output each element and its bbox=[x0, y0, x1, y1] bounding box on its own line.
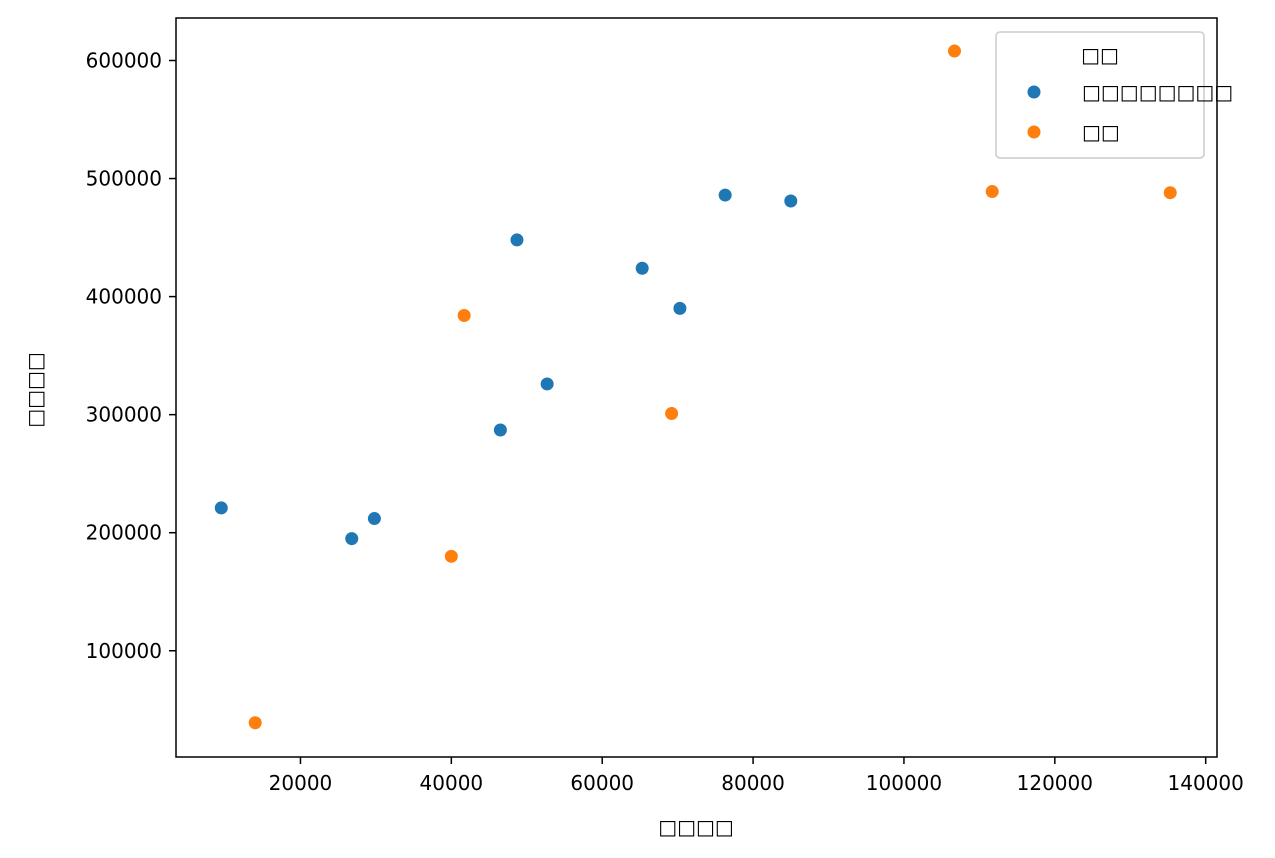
legend-title: □□ bbox=[1081, 43, 1119, 67]
x-tick-label: 20000 bbox=[269, 771, 333, 795]
data-point-series-1 bbox=[673, 301, 687, 315]
data-point-series-2 bbox=[248, 716, 262, 730]
y-axis-label: □□□□ bbox=[23, 352, 47, 428]
data-point-series-2 bbox=[947, 44, 961, 58]
data-point-series-1 bbox=[345, 532, 359, 546]
y-tick-label: 100000 bbox=[86, 639, 162, 663]
x-axis-label: □□□□ bbox=[658, 815, 734, 839]
data-point-series-2 bbox=[665, 406, 679, 420]
data-point-series-2 bbox=[1163, 186, 1177, 200]
legend-box bbox=[995, 31, 1205, 159]
data-point-series-1 bbox=[214, 501, 228, 515]
y-axis-ticks: 100000 200000 300000 400000 500000 600000 bbox=[86, 48, 176, 663]
legend-marker-series-2 bbox=[1027, 125, 1041, 139]
x-tick-label: 40000 bbox=[420, 771, 484, 795]
legend-label-series-2: □□ bbox=[1082, 120, 1120, 144]
data-point-series-1 bbox=[784, 194, 798, 208]
x-tick-label: 100000 bbox=[866, 771, 942, 795]
x-tick-label: 120000 bbox=[1017, 771, 1093, 795]
legend-label-series-1: □□□□□□□□ bbox=[1082, 80, 1233, 104]
data-point-series-2 bbox=[985, 185, 999, 199]
data-point-series-1 bbox=[367, 512, 381, 526]
data-points bbox=[214, 44, 1177, 730]
x-tick-label: 80000 bbox=[721, 771, 785, 795]
legend: □□ □□□□□□□□ □□ bbox=[995, 31, 1233, 159]
x-tick-label: 60000 bbox=[570, 771, 634, 795]
x-tick-label: 140000 bbox=[1168, 771, 1244, 795]
data-point-series-1 bbox=[493, 423, 507, 437]
y-tick-label: 600000 bbox=[86, 48, 162, 72]
plot-frame bbox=[175, 17, 1218, 758]
y-tick-label: 400000 bbox=[86, 285, 162, 309]
data-point-series-2 bbox=[444, 549, 458, 563]
y-tick-label: 200000 bbox=[86, 521, 162, 545]
y-tick-label: 300000 bbox=[86, 403, 162, 427]
y-tick-label: 500000 bbox=[86, 167, 162, 191]
data-point-series-1 bbox=[540, 377, 554, 391]
x-axis-ticks: 20000 40000 60000 80000 100000 120000 140000 bbox=[269, 757, 1244, 795]
data-point-series-1 bbox=[510, 233, 524, 247]
data-point-series-2 bbox=[457, 308, 471, 322]
data-point-series-1 bbox=[718, 188, 732, 202]
legend-marker-series-1 bbox=[1027, 85, 1041, 99]
data-point-series-1 bbox=[635, 261, 649, 275]
